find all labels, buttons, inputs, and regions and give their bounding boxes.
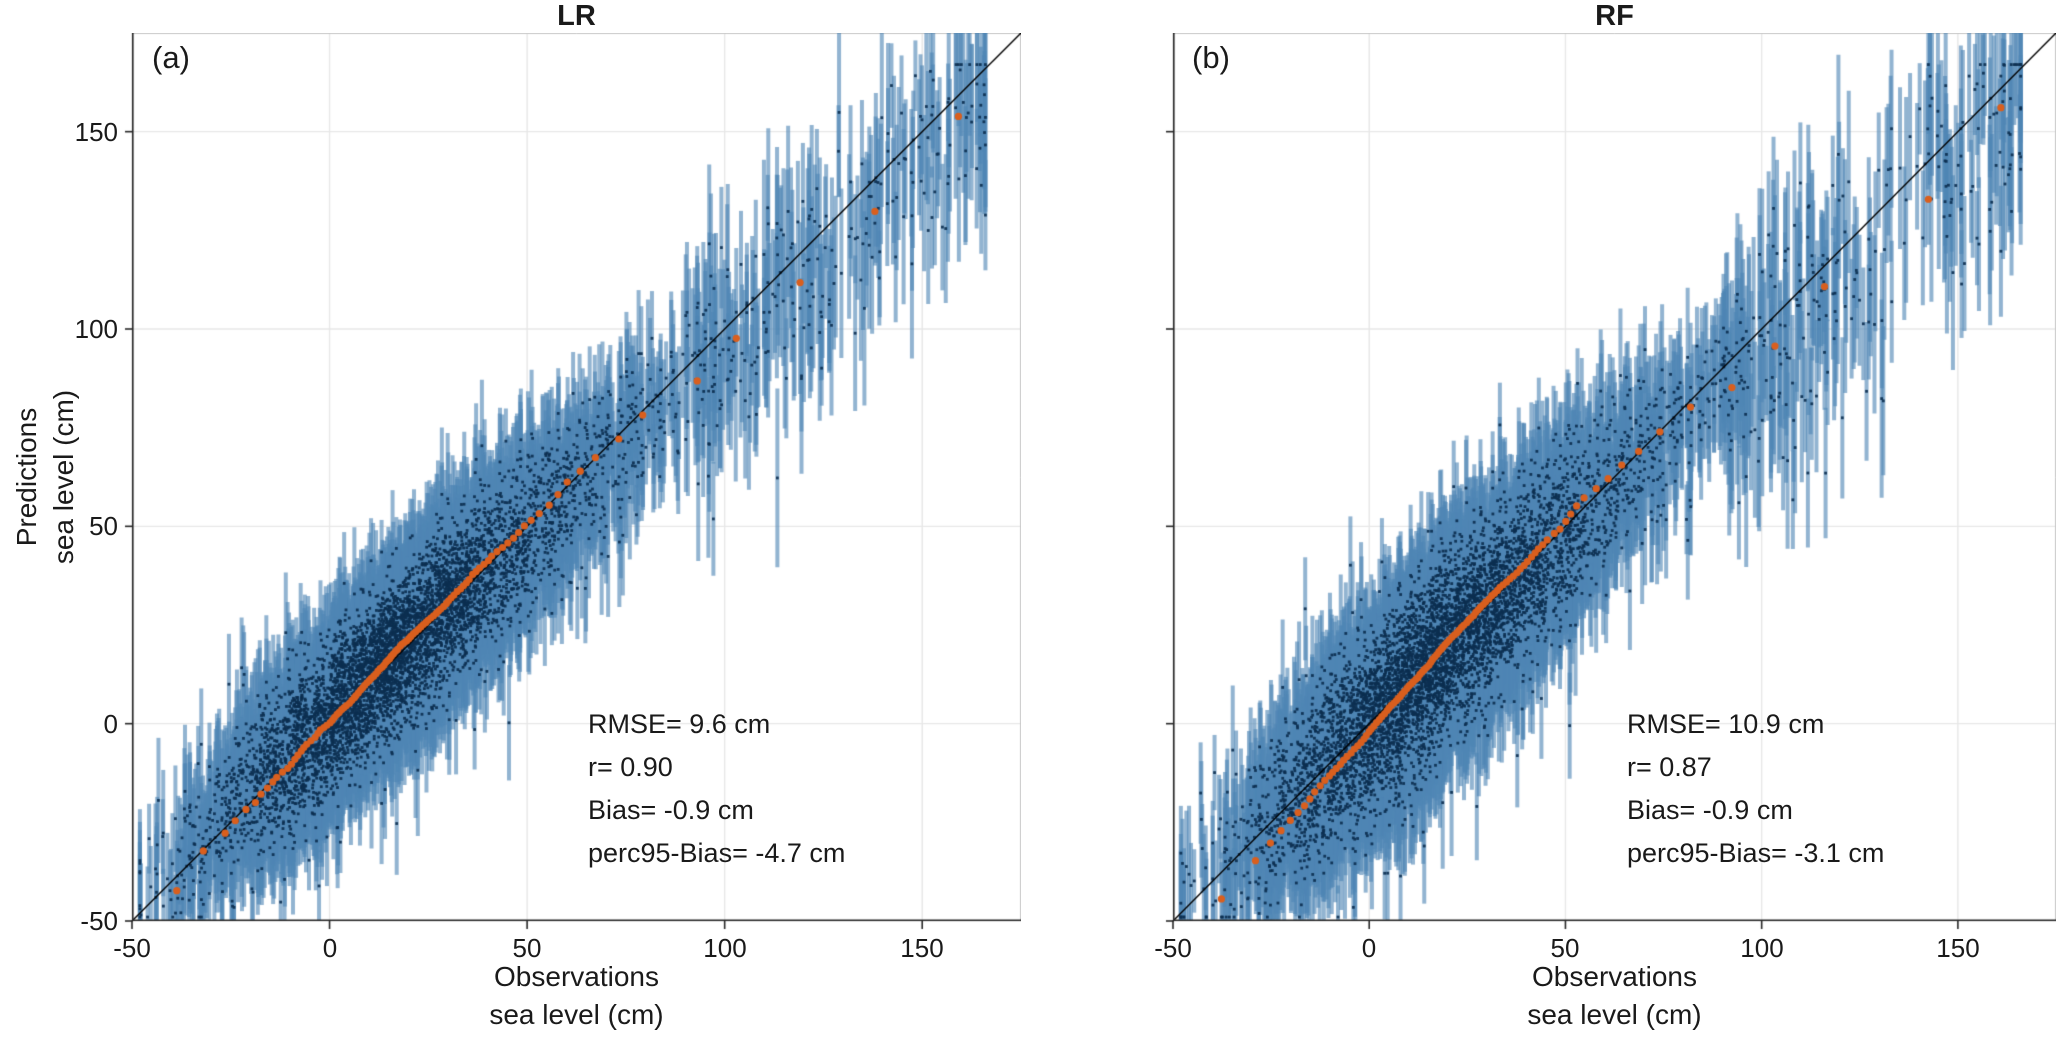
panel-b-xtick-50: 50 xyxy=(1550,933,1580,963)
panel-a-stat-rmse: RMSE= 9.6 cm xyxy=(588,709,771,739)
panel-b-plot-canvas xyxy=(1159,33,2056,935)
panel-a-ytick-0: 0 xyxy=(103,709,118,739)
panel-b-x-axis-label-line2: sea level (cm) xyxy=(1527,999,1702,1030)
panel-a-xtick-0: 0 xyxy=(322,933,338,963)
panel-a-x-axis-label-line1: Observations xyxy=(494,961,659,992)
panel-a-x-axis-label-line2: sea level (cm) xyxy=(489,999,664,1030)
panel-b-xtick-m50: -50 xyxy=(1154,933,1192,963)
panel-a-stat-r: r= 0.90 xyxy=(588,752,673,782)
panel-a-title: LR xyxy=(557,0,596,32)
panel-a-xtick-100: 100 xyxy=(703,933,747,963)
y-axis-label-line1: Predictions xyxy=(11,407,42,547)
panel-a-stat-perc95: perc95-Bias= -4.7 cm xyxy=(588,838,846,868)
panel-a-tag: (a) xyxy=(152,40,190,75)
panel-a-xtick-150: 150 xyxy=(900,933,944,963)
panel-b-tag: (b) xyxy=(1192,40,1230,75)
panel-b-stats: RMSE= 10.9 cm r= 0.87 Bias= -0.9 cm perc… xyxy=(1627,703,1884,875)
panel-b-stat-perc95: perc95-Bias= -3.1 cm xyxy=(1627,838,1885,868)
panel-b-stat-bias: Bias= -0.9 cm xyxy=(1627,795,1793,825)
panel-a-ytick-100: 100 xyxy=(74,314,118,344)
panel-b-title: RF xyxy=(1595,0,1634,32)
panel-a-ytick-m50: -50 xyxy=(80,906,118,936)
y-axis-label-line2: sea level (cm) xyxy=(48,389,79,565)
panel-a-ytick-50: 50 xyxy=(89,511,118,541)
panel-b-x-axis-label: Observations sea level (cm) xyxy=(1173,958,2056,1034)
panel-a-plot-canvas xyxy=(118,33,1021,935)
panel-a-xtick-m50: -50 xyxy=(113,933,151,963)
panel-b-x-axis-label-line1: Observations xyxy=(1532,961,1697,992)
panel-a-stat-bias: Bias= -0.9 cm xyxy=(588,795,754,825)
panel-a-xtick-50: 50 xyxy=(512,933,542,963)
panel-a-ytick-150: 150 xyxy=(74,117,118,147)
panel-b-xtick-0: 0 xyxy=(1361,933,1377,963)
panel-b-xtick-150: 150 xyxy=(1936,933,1980,963)
panel-b-xtick-100: 100 xyxy=(1740,933,1784,963)
panel-a-x-axis-label: Observations sea level (cm) xyxy=(132,958,1021,1034)
panel-b-stat-rmse: RMSE= 10.9 cm xyxy=(1627,709,1825,739)
panel-a-stats: RMSE= 9.6 cm r= 0.90 Bias= -0.9 cm perc9… xyxy=(588,703,845,875)
panel-b-stat-r: r= 0.87 xyxy=(1627,752,1712,782)
y-axis-label: Predictions sea level (cm) xyxy=(8,277,84,677)
